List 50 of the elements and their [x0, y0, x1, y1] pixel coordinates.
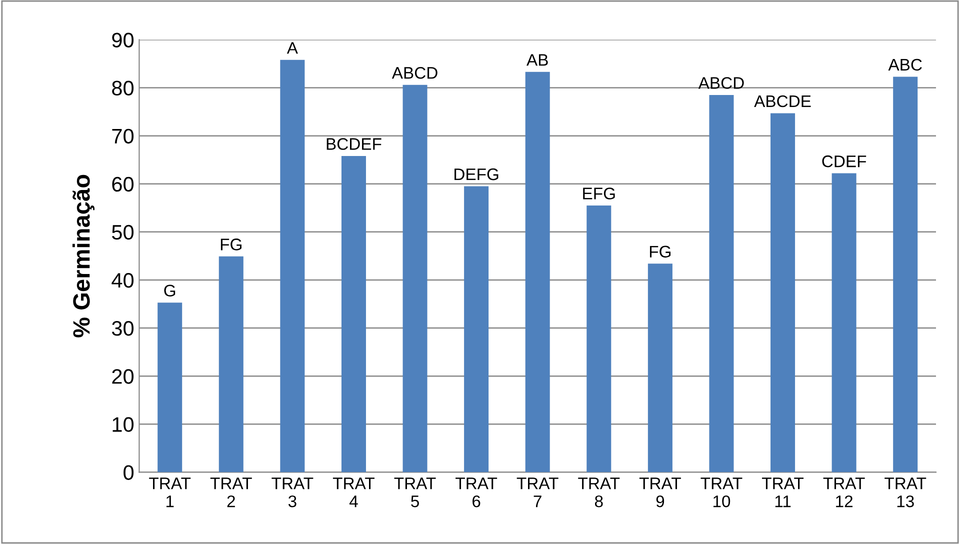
x-tick-label: TRAT 11 [762, 478, 804, 508]
y-tick-label: 80 [112, 80, 134, 96]
x-tick-label: TRAT 9 [639, 478, 681, 508]
y-tick-label: 0 [124, 465, 134, 480]
bar [770, 113, 796, 472]
annotation: G [164, 284, 176, 296]
bar [218, 256, 244, 472]
bar [586, 205, 612, 472]
y-axis-title: % Germinação [72, 174, 94, 338]
bar [648, 264, 672, 472]
y-tick-label: 20 [112, 369, 134, 384]
bar [158, 302, 182, 472]
x-tick-label: TRAT 12 [823, 478, 865, 508]
x-tick-label: TRAT 10 [700, 478, 742, 508]
annotation: EFG [583, 188, 615, 200]
y-tick-label: 90 [112, 32, 134, 48]
bar [280, 60, 305, 472]
x-tick-label: TRAT 5 [394, 478, 436, 508]
y-tick-label: 50 [112, 224, 134, 240]
bar [832, 173, 856, 472]
x-tick-label: TRAT 3 [272, 478, 314, 508]
annotation: CDEF [822, 155, 866, 168]
y-tick-label: 40 [112, 272, 134, 288]
bar [893, 76, 918, 472]
x-tick-label: TRAT 6 [456, 478, 498, 508]
bar [525, 72, 550, 472]
x-tick-label: TRAT 7 [516, 478, 558, 508]
x-tick-label: TRAT 1 [149, 478, 191, 508]
annotation: FG [650, 246, 671, 258]
annotation: AB [526, 54, 548, 66]
y-tick-label: 60 [112, 176, 134, 192]
x-tick-label: TRAT 8 [578, 478, 620, 508]
x-tick-label: TRAT 13 [884, 478, 926, 508]
y-tick-label: 70 [112, 128, 134, 144]
annotation: A [286, 42, 298, 54]
annotation: ABC [888, 58, 922, 71]
x-tick-label: TRAT 2 [210, 478, 252, 508]
bar [709, 94, 734, 472]
x-tick-label: TRAT 4 [332, 478, 374, 508]
annotation: ABCD [392, 67, 438, 79]
annotation: ABCD [698, 77, 744, 89]
annotation: DEFG [454, 168, 498, 180]
annotation: ABCDE [754, 95, 811, 108]
annotation: BCDEF [326, 138, 382, 150]
bar [464, 186, 489, 472]
annotation: FG [220, 238, 242, 250]
y-tick-label: 30 [112, 321, 134, 336]
bar [402, 84, 428, 472]
y-tick-label: 10 [112, 417, 134, 432]
bar [341, 156, 366, 472]
